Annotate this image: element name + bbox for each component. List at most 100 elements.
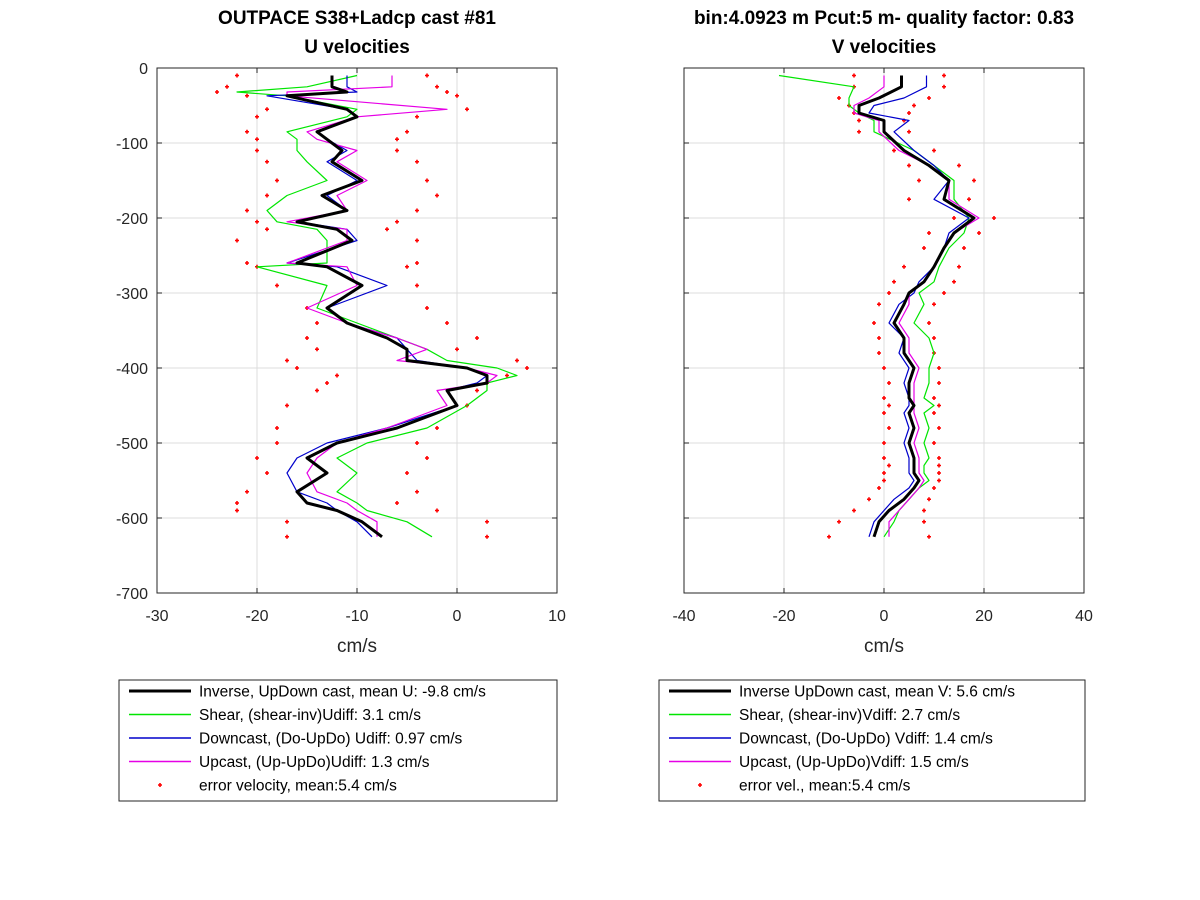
u-error-point xyxy=(415,159,419,164)
v-ticks: -40 -20 0 20 40 xyxy=(672,67,1093,625)
u-error-point xyxy=(425,306,429,310)
u-error-point xyxy=(225,84,229,89)
v-error-point xyxy=(922,508,926,513)
u-error-point xyxy=(435,508,439,513)
v-error-point xyxy=(927,497,931,502)
u-legend-box xyxy=(118,679,558,802)
u-error-point xyxy=(525,366,529,370)
u-error-point xyxy=(315,388,319,393)
u-error-point xyxy=(245,261,249,265)
v-error-point xyxy=(877,486,881,490)
v-error-point xyxy=(882,441,886,445)
u-error-point xyxy=(415,441,419,445)
u-error-point xyxy=(305,336,309,340)
v-error-point xyxy=(932,441,936,445)
v-error-point xyxy=(882,478,886,483)
v-error-point xyxy=(837,96,841,100)
v-error-point xyxy=(852,73,856,78)
u-grid xyxy=(157,68,557,593)
v-error-point xyxy=(857,118,861,123)
v-error-point xyxy=(937,366,941,370)
u-error-point xyxy=(445,90,449,94)
v-error-point xyxy=(907,197,911,202)
v-error-point xyxy=(992,216,996,220)
y-tick-label: 0 xyxy=(139,61,148,78)
v-plot-area xyxy=(778,73,996,539)
v-error-point xyxy=(962,246,966,250)
v-x-tick-label: 20 xyxy=(975,608,993,625)
u-error-point xyxy=(315,347,319,352)
u-x-axis-label: cm/s xyxy=(337,636,377,657)
u-error-point xyxy=(405,129,409,134)
u-error-point xyxy=(215,90,219,94)
v-error-point xyxy=(942,84,946,89)
v-error-point xyxy=(942,73,946,78)
u-error-point xyxy=(255,148,259,153)
y-tick-label: -100 xyxy=(116,136,148,153)
u-error-point xyxy=(335,373,339,378)
u-error-point xyxy=(275,441,279,445)
u-error-point xyxy=(265,193,269,198)
v-error-point xyxy=(887,291,891,295)
u-x-tick-label: -30 xyxy=(145,608,168,625)
v-error-point xyxy=(977,231,981,235)
u-error-point xyxy=(235,238,239,243)
u-error-point xyxy=(255,456,259,460)
y-tick-label: -700 xyxy=(116,586,148,603)
v-error-point xyxy=(937,456,941,460)
u-error-point xyxy=(425,456,429,460)
u-error-point xyxy=(435,426,439,430)
v-error-point xyxy=(957,264,961,269)
v-error-point xyxy=(922,246,926,250)
v-series-upcast-line xyxy=(853,75,980,537)
v-error-point xyxy=(882,396,886,400)
v-error-point xyxy=(907,163,911,168)
v-error-point xyxy=(937,471,941,475)
v-legend-marker xyxy=(698,783,702,787)
u-error-point xyxy=(275,178,279,183)
u-series-inverse-line xyxy=(285,75,489,538)
v-series-shear-line xyxy=(778,74,970,538)
y-tick-label: -200 xyxy=(116,211,148,228)
u-error-point xyxy=(275,426,279,430)
u-error-point xyxy=(295,366,299,370)
u-error-point xyxy=(415,489,419,494)
v-error-point xyxy=(927,96,931,100)
u-legend-label: error velocity, mean:5.4 cm/s xyxy=(199,778,397,795)
u-error-point xyxy=(385,227,389,232)
v-error-point xyxy=(957,163,961,168)
u-error-point xyxy=(485,534,489,539)
u-error-point xyxy=(275,283,279,288)
v-error-point xyxy=(877,351,881,355)
v-error-point xyxy=(867,497,871,502)
u-legend-label: Shear, (shear-inv)Udiff: 3.1 cm/s xyxy=(199,707,421,724)
u-legend-label: Inverse, UpDown cast, mean U: -9.8 cm/s xyxy=(199,684,486,701)
u-error-point xyxy=(405,471,409,475)
v-error-point xyxy=(837,519,841,524)
v-error-point xyxy=(952,279,956,284)
u-error-point xyxy=(515,358,519,363)
u-legend: Inverse, UpDown cast, mean U: -9.8 cm/s S… xyxy=(118,679,558,802)
u-error-point xyxy=(285,534,289,539)
u-error-point xyxy=(245,93,249,98)
v-error-point xyxy=(887,426,891,430)
v-error-point xyxy=(927,321,931,325)
v-error-point xyxy=(892,148,896,153)
v-error-point xyxy=(967,197,971,202)
u-error-point xyxy=(285,519,289,524)
v-error-point xyxy=(892,279,896,284)
u-series-upcast-line xyxy=(286,75,498,537)
v-error-point xyxy=(872,321,876,325)
y-tick-label: -600 xyxy=(116,511,148,528)
u-error-point xyxy=(265,471,269,475)
v-error-point xyxy=(882,411,886,415)
u-legend-marker xyxy=(158,783,162,787)
v-error-point xyxy=(827,534,831,539)
v-error-point xyxy=(882,471,886,475)
v-error-point xyxy=(887,463,891,468)
v-chart-subtitle: V velocities xyxy=(832,37,937,58)
u-error-point xyxy=(245,208,249,213)
v-error-point xyxy=(932,411,936,415)
v-error-point xyxy=(927,534,931,539)
